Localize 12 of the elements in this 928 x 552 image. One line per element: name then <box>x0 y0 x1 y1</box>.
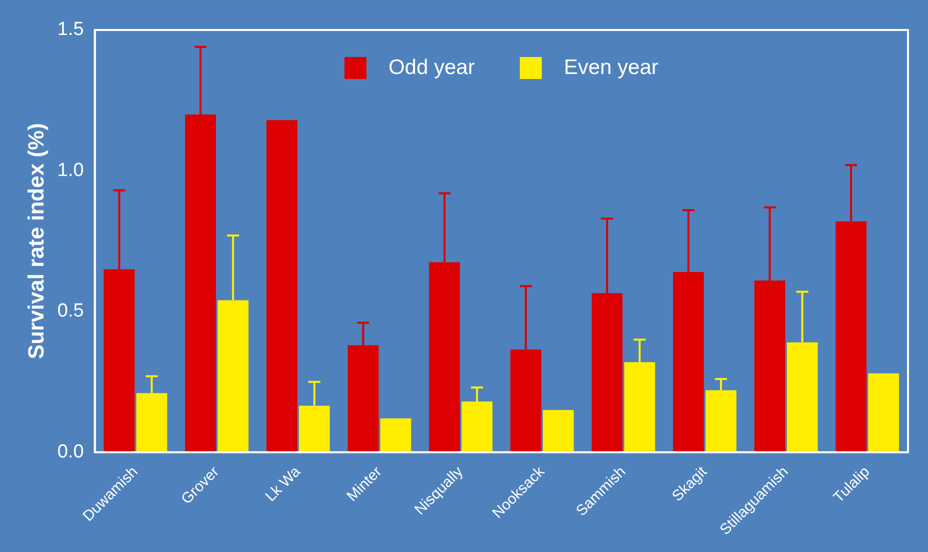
x-tick-label: Lk Wa <box>262 462 304 505</box>
bar <box>868 373 900 452</box>
bar <box>542 410 574 452</box>
y-tick-label: 1.0 <box>57 160 84 181</box>
legend-label: Odd year <box>388 56 475 79</box>
y-tick-label: 1.5 <box>57 19 84 40</box>
y-axis-title: Survival rate index (%) <box>23 123 48 360</box>
bar <box>266 120 298 452</box>
bar <box>380 418 412 452</box>
y-tick-label: 0.5 <box>57 300 84 322</box>
legend-label: Even year <box>564 56 658 79</box>
y-tick-label: 0.0 <box>57 441 84 462</box>
